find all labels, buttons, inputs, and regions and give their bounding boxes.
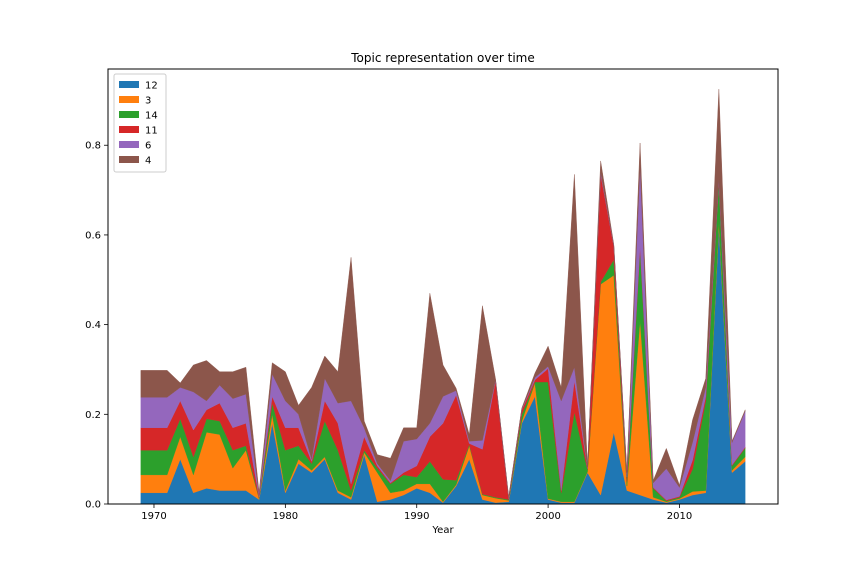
x-tick-label: 1990: [404, 511, 429, 522]
legend-label-6: 6: [145, 141, 151, 152]
y-tick-label: 0.2: [85, 410, 101, 421]
y-axis: 0.0 0.2 0.4 0.6 0.8: [85, 141, 108, 511]
y-tick-label: 0.4: [85, 320, 101, 331]
x-axis: 1970 1980 1990 2000 2010: [141, 504, 692, 522]
x-tick-label: 2000: [535, 511, 560, 522]
legend-swatch-12: [119, 81, 139, 88]
legend-swatch-11: [119, 126, 139, 133]
legend-label-11: 11: [145, 126, 158, 137]
area-series-group: [140, 89, 746, 505]
plot-frame: [107, 68, 779, 505]
legend-label-4: 4: [145, 156, 151, 167]
y-tick-label: 0.8: [85, 141, 101, 152]
chart-title: Topic representation over time: [350, 51, 535, 65]
x-axis-title: Year: [431, 525, 454, 536]
legend-label-3: 3: [145, 96, 151, 107]
x-tick-label: 1970: [141, 511, 166, 522]
y-tick-label: 0.0: [85, 500, 101, 511]
legend-swatch-3: [119, 96, 139, 103]
x-tick-label: 2010: [667, 511, 692, 522]
legend-swatch-6: [119, 141, 139, 148]
legend-label-12: 12: [145, 81, 158, 92]
legend-label-14: 14: [145, 111, 158, 122]
y-tick-label: 0.6: [85, 230, 101, 241]
x-tick-label: 1980: [273, 511, 298, 522]
area-series-4: [140, 89, 746, 498]
legend: 12 3 14 11 6 4: [113, 73, 167, 173]
legend-swatch-4: [119, 156, 139, 163]
legend-swatch-14: [119, 111, 139, 118]
